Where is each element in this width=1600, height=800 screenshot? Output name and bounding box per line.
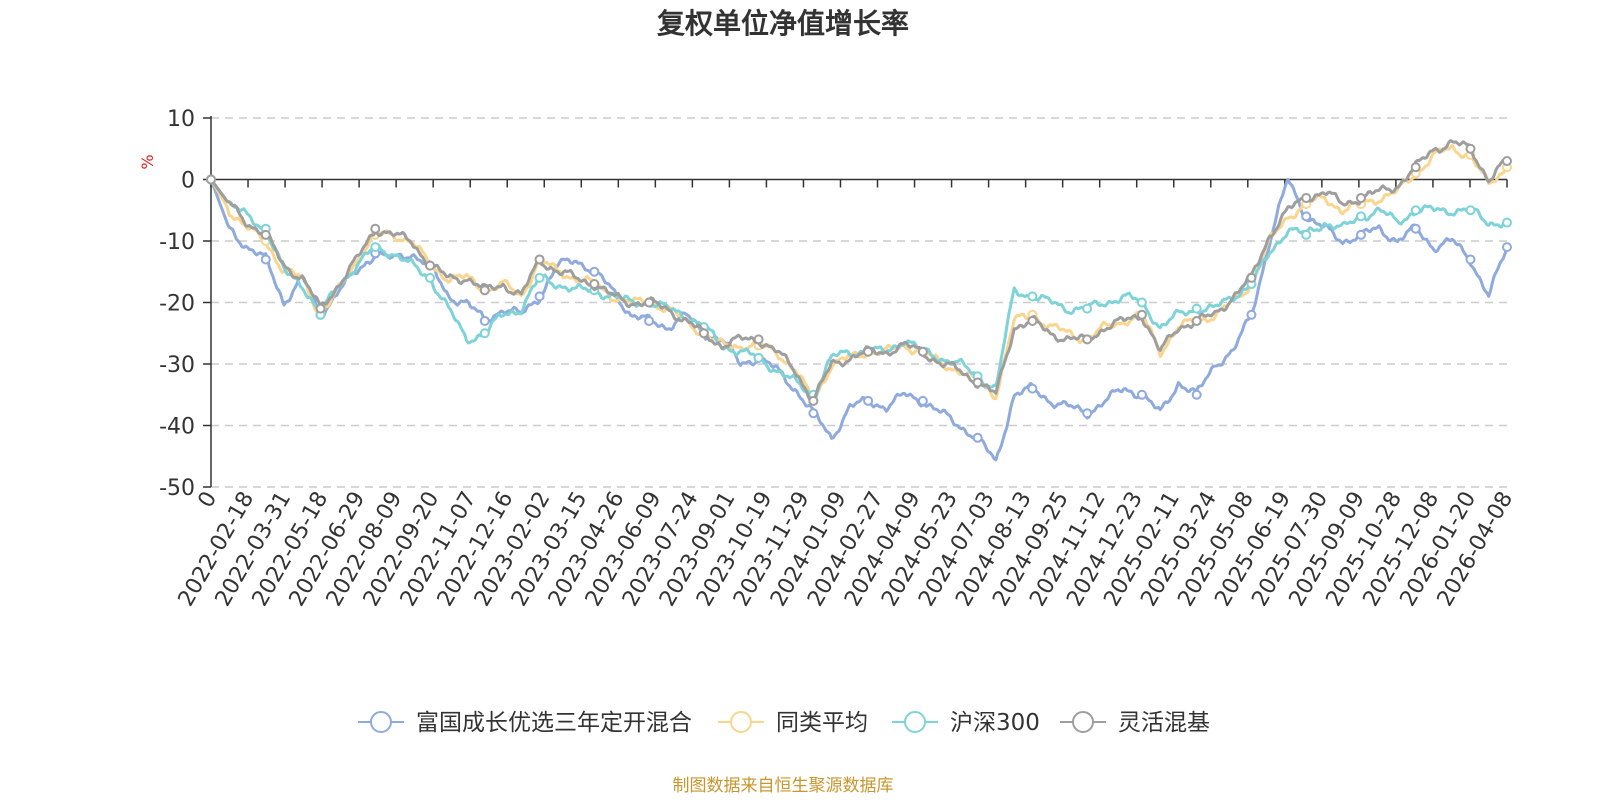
series-marker [534, 291, 545, 302]
series-line [209, 178, 1508, 397]
series-marker [863, 346, 874, 357]
legend-marker-icon [730, 711, 752, 733]
legend-label: 同类平均 [776, 710, 868, 736]
series-marker [698, 328, 709, 339]
series-marker [1410, 205, 1421, 216]
series-marker [1502, 217, 1512, 228]
series-marker [1191, 303, 1202, 314]
series-marker [808, 408, 819, 419]
y-tick-label: -50 [159, 476, 195, 501]
series-marker [917, 395, 928, 406]
series-marker [1410, 162, 1421, 173]
series-marker [370, 223, 381, 234]
series-marker [1301, 211, 1312, 222]
series-marker [1027, 291, 1038, 302]
source-note: 制图数据来自恒生聚源数据库 [673, 776, 894, 796]
legend-label: 沪深300 [950, 710, 1040, 736]
series-layer [206, 139, 1512, 462]
series-marker [644, 297, 655, 308]
series-marker [1027, 315, 1038, 326]
series-marker [1355, 192, 1366, 203]
legend-label: 富国成长优选三年定开混合 [416, 710, 692, 736]
series-marker [260, 254, 271, 265]
series-marker [479, 285, 490, 296]
legend-marker-icon [1072, 711, 1094, 733]
series-marker [808, 395, 819, 406]
series-marker [917, 346, 928, 357]
series-marker [1191, 315, 1202, 326]
legend-item[interactable]: 富国成长优选三年定开混合 [358, 710, 692, 736]
series-marker [589, 279, 600, 290]
series-marker [1136, 389, 1147, 400]
y-tick-label: 0 [181, 169, 195, 194]
series-line [209, 177, 1509, 462]
series-marker [589, 266, 600, 277]
series-marker [1465, 205, 1476, 216]
series-marker [370, 242, 381, 253]
series-marker [644, 315, 655, 326]
series-marker [425, 272, 436, 283]
series-marker [1502, 242, 1512, 253]
series-marker [1301, 192, 1312, 203]
series-marker [1136, 309, 1147, 320]
x-tick-label: 0 [194, 488, 223, 513]
series-marker [863, 395, 874, 406]
series-marker [972, 377, 983, 388]
y-axis-unit: % [138, 154, 157, 169]
series-marker [534, 254, 545, 265]
series-marker [1246, 272, 1257, 283]
series-marker [1355, 229, 1366, 240]
legend-marker-icon [904, 711, 926, 733]
series-marker [1465, 143, 1476, 154]
y-tick-label: -40 [159, 415, 195, 440]
series-marker [1082, 334, 1093, 345]
series-marker [206, 174, 216, 185]
series-marker [1246, 309, 1257, 320]
y-tick-label: -30 [159, 353, 195, 378]
series-marker [753, 352, 764, 363]
y-tick-label: -10 [159, 230, 195, 255]
series-marker [753, 334, 764, 345]
y-tick-label: 10 [167, 107, 195, 132]
series-marker [1191, 389, 1202, 400]
legend-item[interactable]: 沪深300 [892, 710, 1040, 736]
series-marker [1410, 223, 1421, 234]
series-marker [1027, 383, 1038, 394]
legend-label: 灵活混基 [1118, 710, 1210, 736]
legend-item[interactable]: 同类平均 [718, 710, 868, 736]
series-marker [1136, 297, 1147, 308]
series-marker [1502, 156, 1512, 167]
series-marker [260, 229, 271, 240]
series-marker [1355, 211, 1366, 222]
series-marker [315, 303, 326, 314]
series-marker [534, 272, 545, 283]
series-marker [1082, 303, 1093, 314]
series-marker [972, 432, 983, 443]
series-marker [479, 315, 490, 326]
series-marker [1301, 229, 1312, 240]
chart-title: 复权单位净值增长率 [657, 7, 909, 40]
series-marker [479, 328, 490, 339]
legend-marker-icon [370, 711, 392, 733]
series-marker [425, 260, 436, 271]
grid-layer [211, 117, 1507, 488]
y-tick-label: -20 [159, 292, 195, 317]
legend[interactable]: 富国成长优选三年定开混合 同类平均 沪深300 灵活混基 [358, 710, 1210, 736]
series-line [209, 144, 1509, 404]
series-marker [1465, 254, 1476, 265]
series-marker [1082, 408, 1093, 419]
legend-item[interactable]: 灵活混基 [1060, 710, 1210, 736]
